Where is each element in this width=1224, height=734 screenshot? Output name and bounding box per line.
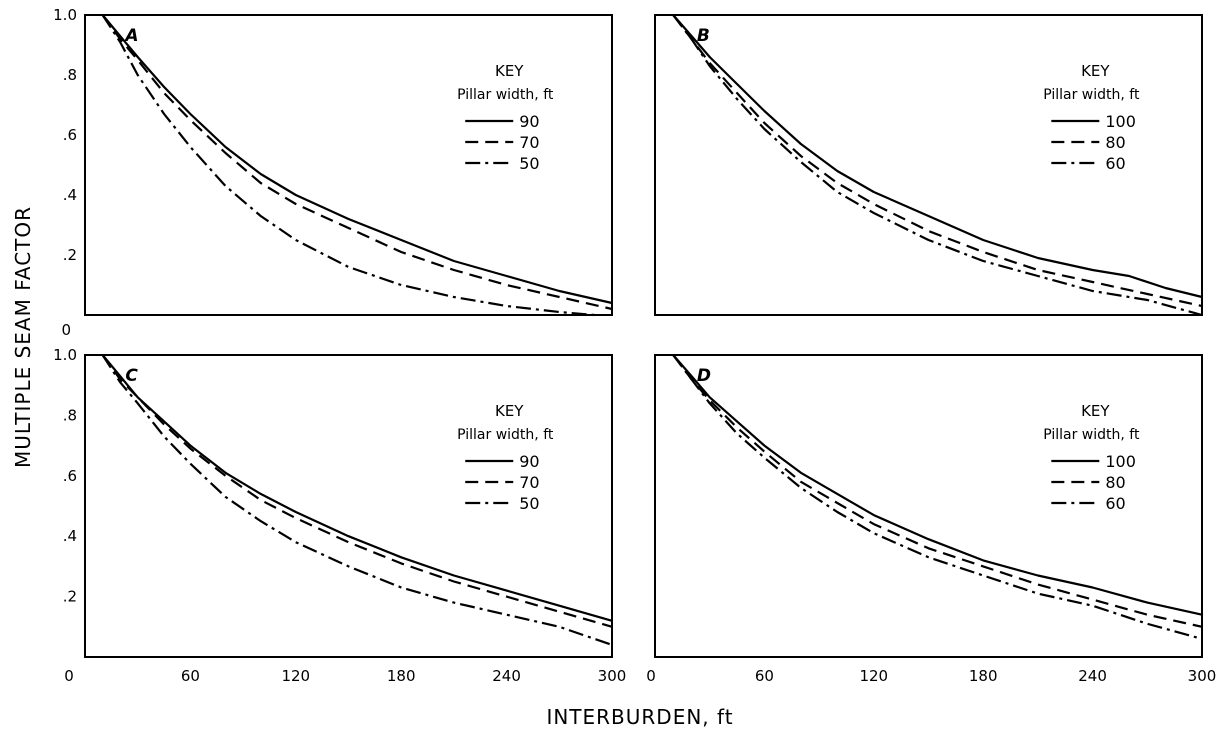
- key-title: KEY: [1081, 62, 1110, 80]
- panel-letter: B: [697, 26, 710, 46]
- x-tick-label: 240: [1078, 667, 1107, 685]
- x-tick-label: 300: [1188, 667, 1217, 685]
- panel-letter: C: [125, 366, 138, 386]
- legend-label-50: 50: [519, 494, 539, 513]
- series-line-60: [672, 14, 1203, 317]
- plot-frame: [654, 354, 1203, 658]
- y-tick-label: .6: [63, 126, 77, 144]
- x-tick-label: 60: [181, 667, 200, 685]
- legend-label-90: 90: [519, 452, 539, 471]
- key-subtitle: Pillar width, ft: [457, 427, 554, 443]
- legend-label-100: 100: [1105, 452, 1136, 471]
- panel-a: 0 .2 .4 .6 .8 1.0 A KEY Pillar width, ft 90 70 50: [53, 6, 613, 339]
- y-tick-label: .8: [63, 66, 77, 84]
- x-tick-label: 60: [755, 667, 774, 685]
- key-title: KEY: [1081, 402, 1110, 420]
- series-line-100: [672, 14, 1203, 299]
- plot-frame: [84, 354, 613, 658]
- legend-label-70: 70: [519, 473, 539, 492]
- series-line-90: [101, 14, 613, 305]
- y-axis-title: MULTIPLE SEAM FACTOR: [11, 206, 35, 468]
- x-axis-title: INTERBURDEN, ft: [546, 705, 733, 729]
- series-line-80: [672, 14, 1203, 308]
- x-tick-label: 0: [64, 667, 74, 685]
- y-tick-label: 1.0: [53, 346, 77, 364]
- y-tick-label: 1.0: [53, 6, 77, 24]
- key-subtitle: Pillar width, ft: [1043, 427, 1140, 443]
- legend-label-80: 80: [1105, 133, 1125, 152]
- x-tick-label: 180: [969, 667, 998, 685]
- key-subtitle: Pillar width, ft: [457, 87, 554, 103]
- series-line-100: [672, 354, 1203, 616]
- x-tick-label: 0: [646, 667, 656, 685]
- y-tick-label: .4: [63, 527, 77, 545]
- series-line-70: [101, 354, 613, 628]
- series-line-80: [672, 354, 1203, 628]
- y-tick-label: .8: [63, 406, 77, 424]
- legend-label-100: 100: [1105, 112, 1136, 131]
- panel-letter: A: [123, 26, 138, 46]
- plot-frame: [654, 14, 1203, 316]
- series-line-50: [101, 354, 613, 646]
- y-tick-label: .4: [63, 186, 77, 204]
- x-tick-label: 120: [281, 667, 310, 685]
- key-title: KEY: [495, 402, 524, 420]
- plot-frame: [84, 14, 613, 316]
- legend-label-50: 50: [519, 154, 539, 173]
- series-line-70: [101, 14, 613, 311]
- y-tick-label: .6: [63, 467, 77, 485]
- legend-label-80: 80: [1105, 473, 1125, 492]
- x-tick-label: 240: [492, 667, 521, 685]
- series-line-60: [672, 354, 1203, 640]
- y-tick-label: 0: [61, 321, 71, 339]
- key-title: KEY: [495, 62, 524, 80]
- panel-d: 60 120 180 240 300 0 D KEY Pillar width, ft 100 80…: [646, 354, 1217, 685]
- panel-b: B KEY Pillar width, ft 100 80 60: [654, 14, 1203, 317]
- series-line-50: [101, 14, 595, 317]
- y-tick-label: .2: [63, 246, 77, 264]
- legend-label-60: 60: [1105, 494, 1125, 513]
- panel-c: .2 .4 .6 .8 1.0 0 60 120 180 240 300 C KEY Pillar wid…: [53, 346, 626, 685]
- legend-label-90: 90: [519, 112, 539, 131]
- x-tick-label: 120: [859, 667, 888, 685]
- x-tick-label: 180: [387, 667, 416, 685]
- legend-label-60: 60: [1105, 154, 1125, 173]
- key-subtitle: Pillar width, ft: [1043, 87, 1140, 103]
- y-tick-label: .2: [63, 588, 77, 606]
- x-tick-label: 300: [598, 667, 627, 685]
- legend-label-70: 70: [519, 133, 539, 152]
- panel-letter: D: [697, 366, 711, 386]
